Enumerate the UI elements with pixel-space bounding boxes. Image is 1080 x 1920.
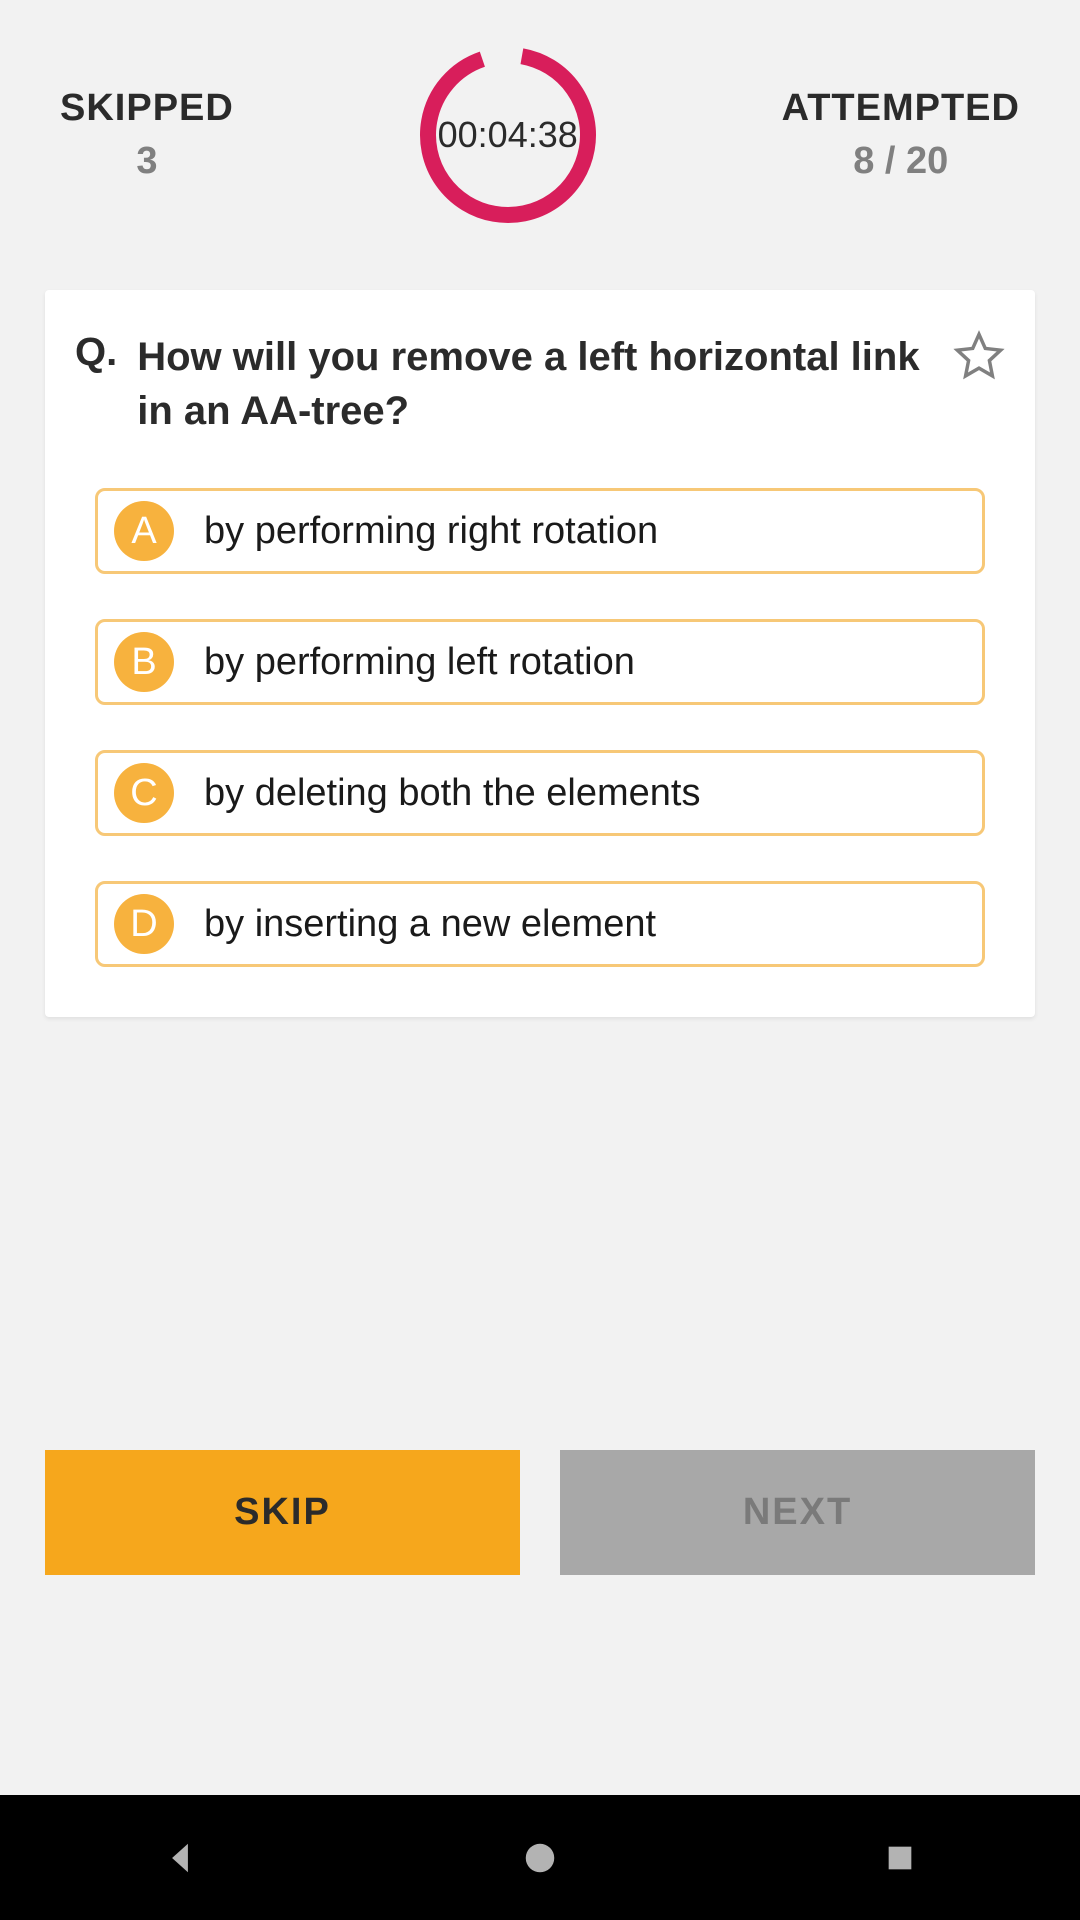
timer: 00:04:38 <box>413 40 603 230</box>
action-buttons: SKIP NEXT <box>45 1450 1035 1575</box>
skipped-label: SKIPPED <box>60 87 234 130</box>
question-prefix: Q. <box>75 330 117 375</box>
back-icon[interactable] <box>158 1835 203 1880</box>
option-letter: B <box>114 632 174 692</box>
timer-value: 00:04:38 <box>438 114 578 156</box>
skipped-stat: SKIPPED 3 <box>60 87 234 183</box>
question-row: Q. How will you remove a left horizontal… <box>75 330 1005 438</box>
option-text: by performing right rotation <box>204 510 658 553</box>
skip-button[interactable]: SKIP <box>45 1450 520 1575</box>
option-text: by inserting a new element <box>204 903 656 946</box>
question-text: How will you remove a left horizontal li… <box>137 330 923 438</box>
options-list: A by performing right rotation B by perf… <box>75 488 1005 967</box>
option-text: by deleting both the elements <box>204 772 700 815</box>
option-b[interactable]: B by performing left rotation <box>95 619 985 705</box>
stats-header: SKIPPED 3 00:04:38 ATTEMPTED 8 / 20 <box>0 0 1080 270</box>
recent-apps-icon[interactable] <box>878 1835 923 1880</box>
attempted-stat: ATTEMPTED 8 / 20 <box>782 87 1020 183</box>
option-letter: A <box>114 501 174 561</box>
android-nav-bar <box>0 1795 1080 1920</box>
skipped-value: 3 <box>136 140 157 183</box>
option-text: by performing left rotation <box>204 641 635 684</box>
option-a[interactable]: A by performing right rotation <box>95 488 985 574</box>
option-c[interactable]: C by deleting both the elements <box>95 750 985 836</box>
option-d[interactable]: D by inserting a new element <box>95 881 985 967</box>
question-card: Q. How will you remove a left horizontal… <box>45 290 1035 1017</box>
attempted-label: ATTEMPTED <box>782 87 1020 130</box>
home-icon[interactable] <box>518 1835 563 1880</box>
option-letter: D <box>114 894 174 954</box>
next-button[interactable]: NEXT <box>560 1450 1035 1575</box>
attempted-value: 8 / 20 <box>853 140 948 183</box>
option-letter: C <box>114 763 174 823</box>
star-icon[interactable] <box>953 330 1005 387</box>
